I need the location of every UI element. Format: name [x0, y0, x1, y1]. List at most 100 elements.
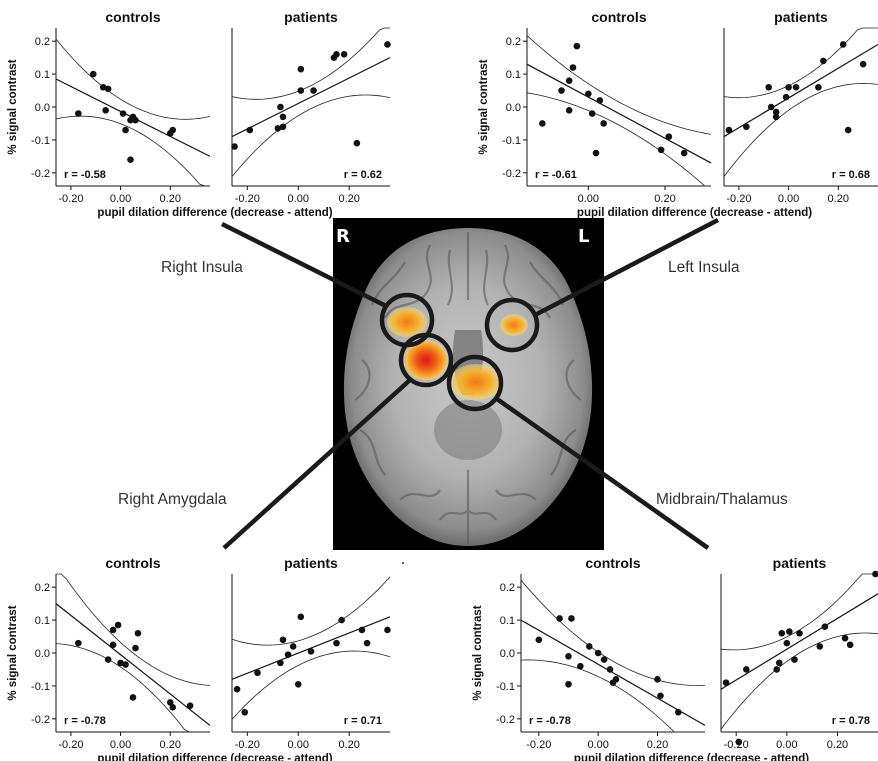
- data-point: [102, 106, 109, 114]
- scatter-panel: patients -0.20 0.00 0.20 r = 0.71: [231, 555, 391, 751]
- y-tick-label: 0.2: [506, 36, 521, 48]
- y-tick-label: 0.0: [506, 102, 521, 114]
- x-tick-label: 0.20: [160, 739, 181, 751]
- x-tick-label: 0.00: [776, 739, 797, 751]
- panel-title: controls: [105, 9, 160, 25]
- data-point: [735, 738, 743, 746]
- activation-right-insula: [387, 307, 427, 337]
- y-axis-title: % signal contrast: [478, 59, 490, 154]
- confidence-band-lower: [231, 94, 391, 177]
- data-point: [89, 70, 97, 78]
- data-point: [233, 685, 241, 693]
- correlation-label: r = 0.71: [344, 715, 382, 727]
- data-point: [816, 643, 824, 650]
- data-point: [122, 126, 129, 134]
- x-tick-label: 0.00: [110, 193, 131, 205]
- y-tick-label: 0.1: [500, 615, 515, 627]
- data-point: [785, 83, 792, 91]
- data-point: [772, 113, 780, 121]
- regression-line: [720, 593, 878, 690]
- data-point: [773, 666, 781, 673]
- data-point: [384, 626, 391, 634]
- data-point: [279, 636, 287, 644]
- data-point: [119, 110, 127, 117]
- brain-slice: R L: [333, 218, 604, 550]
- scatter-panel: controls -0.20 0.00 0.20 0.2 0.1 0.0 -0.1 -0.2 % …: [472, 555, 809, 761]
- y-tick-label: 0.1: [35, 69, 50, 81]
- data-point: [338, 616, 345, 624]
- activation-left-insula: [500, 314, 528, 336]
- x-tick-label: 0.20: [339, 193, 360, 205]
- data-point: [859, 60, 867, 68]
- data-point: [132, 644, 139, 652]
- data-point: [782, 93, 790, 101]
- data-point: [333, 639, 340, 647]
- confidence-band-upper: [720, 573, 878, 651]
- panel-title: patients: [773, 555, 827, 571]
- data-point: [254, 669, 261, 677]
- data-point: [277, 103, 284, 111]
- data-point: [600, 120, 607, 127]
- data-point: [75, 639, 82, 647]
- data-point: [609, 679, 617, 686]
- x-tick-label: 0.20: [828, 193, 849, 205]
- y-tick-label: 0.0: [35, 648, 50, 660]
- data-point: [384, 41, 391, 48]
- y-tick-label: -0.1: [496, 681, 515, 693]
- data-point: [588, 110, 596, 117]
- confidence-band-lower: [55, 115, 210, 187]
- confidence-band-upper: [231, 576, 391, 646]
- x-tick-label: -0.20: [724, 739, 749, 751]
- regression-line: [526, 63, 712, 164]
- data-point: [596, 97, 604, 104]
- data-point: [743, 666, 750, 673]
- data-point: [585, 643, 593, 650]
- data-point: [122, 661, 129, 668]
- brain-letter-r: R: [336, 226, 350, 247]
- confidence-band-upper: [55, 38, 211, 120]
- data-point: [600, 656, 608, 663]
- x-tick-label: 0.00: [110, 739, 131, 751]
- data-point: [573, 42, 581, 50]
- data-point: [565, 680, 572, 688]
- connector-right-insula: [220, 221, 388, 309]
- data-point: [674, 708, 682, 716]
- x-axis-title: pupil dilation difference (decrease - at…: [97, 753, 332, 761]
- x-tick-label: 0.20: [827, 739, 848, 751]
- brain-midbrain: [434, 400, 502, 460]
- panel-title: patients: [284, 555, 338, 571]
- data-point: [791, 656, 798, 663]
- data-point: [772, 108, 780, 116]
- y-tick-label: -0.1: [31, 681, 50, 693]
- data-point: [556, 615, 563, 622]
- scatter-panel: patients -0.20 0.00 0.20 r = 0.78: [720, 555, 878, 751]
- data-point: [722, 679, 730, 686]
- data-point: [839, 41, 847, 48]
- x-axis-title: pupil dilation difference (decrease - at…: [97, 207, 332, 219]
- data-point: [169, 126, 177, 134]
- data-point: [109, 641, 117, 649]
- y-tick-label: 0.1: [35, 615, 50, 627]
- data-point: [340, 51, 348, 58]
- connector-midbrain-thalamus: [495, 397, 710, 550]
- data-point: [657, 692, 664, 700]
- data-point: [665, 133, 673, 140]
- data-point: [565, 652, 572, 660]
- scatter-panel: patients -0.20 0.00 0.20 r = 0.68: [723, 9, 878, 205]
- data-point: [231, 143, 238, 150]
- region-label-left-insula: Left Insula: [668, 259, 740, 276]
- data-point: [569, 64, 577, 71]
- data-point: [274, 125, 282, 132]
- data-point: [127, 156, 134, 163]
- data-point: [872, 570, 878, 578]
- panel-title: patients: [774, 9, 828, 25]
- x-tick-label: 0.00: [578, 193, 599, 205]
- y-axis-title: % signal contrast: [472, 605, 484, 700]
- confidence-band-lower: [720, 632, 878, 730]
- scatter-panel: controls -0.20 0.00 0.20 0.2 0.1 0.0 -0.1 -0.2 % …: [7, 555, 333, 761]
- data-point: [565, 106, 573, 114]
- data-point: [820, 57, 827, 65]
- correlation-label: r = -0.78: [529, 715, 571, 727]
- data-point: [558, 87, 565, 94]
- data-point: [844, 126, 852, 134]
